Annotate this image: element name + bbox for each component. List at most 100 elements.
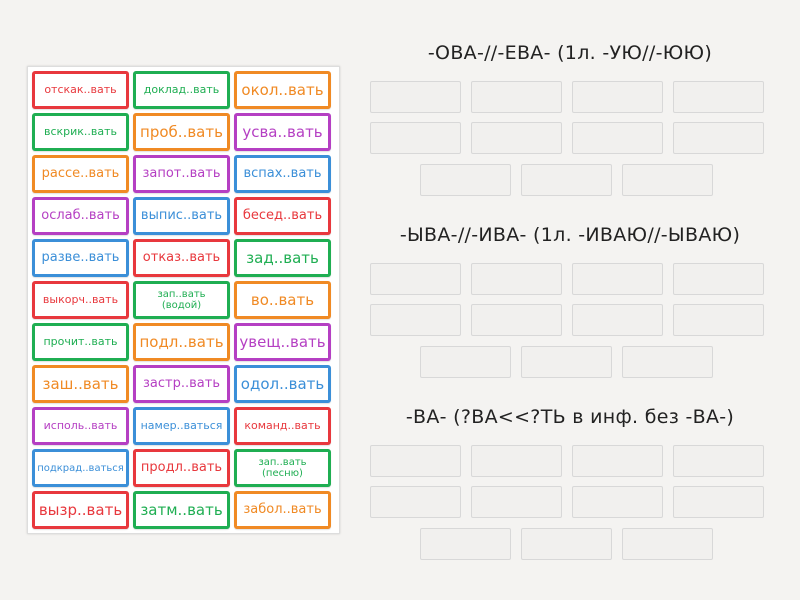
drop-slot[interactable] (673, 304, 764, 336)
word-tile-text: отказ..вать (142, 249, 221, 265)
word-tile-text: разве..вать (41, 249, 120, 265)
drop-slot[interactable] (471, 81, 562, 113)
word-tile[interactable]: увещ..вать (234, 323, 331, 361)
drop-slot[interactable] (521, 346, 612, 378)
drop-slot[interactable] (370, 486, 461, 518)
drop-slot[interactable] (471, 445, 562, 477)
word-tile-text: подкрад..ваться (37, 462, 124, 474)
drop-slot[interactable] (521, 528, 612, 560)
word-tile[interactable]: подл..вать (133, 323, 230, 361)
drop-slot[interactable] (673, 122, 764, 154)
word-tile-text: затм..вать (140, 500, 223, 519)
drop-slot[interactable] (622, 164, 713, 196)
word-tile-text: увещ..вать (239, 332, 326, 351)
drop-slot[interactable] (420, 528, 511, 560)
category-heading: -ВА- (?ВА<<?ТЬ в инф. без -ВА-) (405, 406, 735, 428)
drop-slot[interactable] (370, 122, 461, 154)
drop-slot[interactable] (622, 528, 713, 560)
word-tile[interactable]: застр..вать (133, 365, 230, 403)
drop-slot[interactable] (420, 346, 511, 378)
word-tile-text: бесед..вать (242, 207, 323, 223)
word-tile[interactable]: вызр..вать (32, 491, 129, 529)
word-tile-text: вскрик..вать (43, 124, 118, 138)
drop-slot[interactable] (471, 486, 562, 518)
drop-slot[interactable] (420, 164, 511, 196)
word-tile-text: ослаб..вать (41, 207, 120, 223)
word-tile-text: заш..вать (42, 374, 119, 393)
word-tile-text: намер..ваться (140, 418, 223, 432)
drop-slot[interactable] (673, 445, 764, 477)
word-tile[interactable]: продл..вать (133, 449, 230, 487)
word-tile[interactable]: исполь..вать (32, 407, 129, 445)
drop-slot[interactable] (572, 263, 663, 295)
word-tile[interactable]: вскрик..вать (32, 113, 129, 151)
word-tile[interactable]: зап..вать (водой) (133, 281, 230, 319)
word-tile-text: забол..вать (243, 501, 322, 517)
word-tile[interactable]: разве..вать (32, 239, 129, 277)
word-tile[interactable]: подкрад..ваться (32, 449, 129, 487)
word-tile-text: прочит..вать (43, 334, 118, 348)
word-tile[interactable]: доклад..вать (133, 71, 230, 109)
word-tile-text: отскак..вать (44, 82, 117, 96)
word-tile-text: усва..вать (242, 122, 323, 141)
word-tile[interactable]: отскак..вать (32, 71, 129, 109)
drop-slot[interactable] (370, 445, 461, 477)
drop-slot[interactable] (572, 486, 663, 518)
drop-slot[interactable] (370, 304, 461, 336)
word-tile-note: (песню) (262, 468, 303, 479)
word-tile-text: зап..вать (258, 457, 307, 468)
word-tile[interactable]: намер..ваться (133, 407, 230, 445)
word-tile[interactable]: запот..вать (133, 155, 230, 193)
word-tile[interactable]: зад..вать (234, 239, 331, 277)
drop-slot[interactable] (572, 81, 663, 113)
word-tile-text: застр..вать (143, 375, 220, 391)
drop-slot[interactable] (673, 81, 764, 113)
category-heading: -ОВА-//-ЕВА- (1л. -УЮ//-ЮЮ) (427, 42, 713, 64)
word-tile-text: зад..вать (246, 248, 319, 267)
drop-slot[interactable] (471, 263, 562, 295)
word-tile-text: выпис..вать (140, 207, 223, 223)
word-tile[interactable]: окол..вать (234, 71, 331, 109)
word-tile[interactable]: затм..вать (133, 491, 230, 529)
word-tile-text: зап..вать (157, 289, 206, 300)
word-tile[interactable]: прочит..вать (32, 323, 129, 361)
drop-slot[interactable] (521, 164, 612, 196)
word-tile-text: вспах..вать (243, 165, 322, 181)
word-tile[interactable]: зап..вать (песню) (234, 449, 331, 487)
word-tile[interactable]: выпис..вать (133, 197, 230, 235)
drop-slot[interactable] (572, 122, 663, 154)
word-tile[interactable]: во..вать (234, 281, 331, 319)
word-tile-text: проб..вать (140, 122, 223, 141)
drop-slot[interactable] (471, 122, 562, 154)
word-tile[interactable]: забол..вать (234, 491, 331, 529)
word-tile[interactable]: рассе..вать (32, 155, 129, 193)
word-tile-note: (водой) (161, 300, 202, 311)
word-tile[interactable]: ослаб..вать (32, 197, 129, 235)
drop-slot[interactable] (673, 486, 764, 518)
word-tile-text: доклад..вать (143, 82, 220, 96)
word-tile[interactable]: вспах..вать (234, 155, 331, 193)
category-heading: -ЫВА-//-ИВА- (1л. -ИВАЮ//-ЫВАЮ) (399, 224, 741, 246)
word-tile-text: продл..вать (140, 459, 223, 475)
word-tile[interactable]: отказ..вать (133, 239, 230, 277)
word-tile[interactable]: бесед..вать (234, 197, 331, 235)
drop-slot[interactable] (370, 263, 461, 295)
word-tile-text: исполь..вать (43, 418, 118, 432)
word-tile[interactable]: команд..вать (234, 407, 331, 445)
word-tile-text: окол..вать (241, 80, 324, 99)
drop-slot[interactable] (572, 304, 663, 336)
drop-slot[interactable] (622, 346, 713, 378)
word-tile-text: выкорч..вать (42, 292, 119, 306)
word-tile[interactable]: одол..вать (234, 365, 331, 403)
word-tile[interactable]: проб..вать (133, 113, 230, 151)
word-tile[interactable]: усва..вать (234, 113, 331, 151)
drop-slot[interactable] (370, 81, 461, 113)
drop-slot[interactable] (471, 304, 562, 336)
drop-slot[interactable] (572, 445, 663, 477)
word-tile[interactable]: заш..вать (32, 365, 129, 403)
word-tile[interactable]: выкорч..вать (32, 281, 129, 319)
word-tile-text: подл..вать (139, 332, 224, 351)
word-tile-text: запот..вать (142, 165, 221, 181)
drop-slot[interactable] (673, 263, 764, 295)
word-tile-grid: отскак..вать доклад..вать окол..вать вскрик… (32, 71, 331, 529)
